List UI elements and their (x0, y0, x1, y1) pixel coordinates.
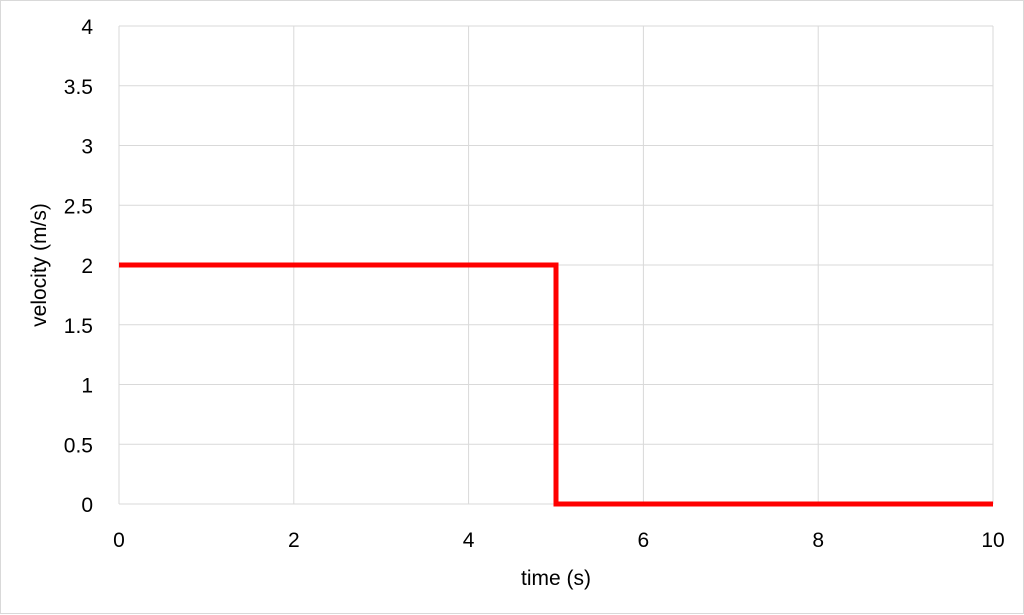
x-tick-label: 10 (981, 529, 1004, 552)
x-tick-label: 6 (638, 529, 650, 552)
y-tick-label: 2 (81, 255, 93, 278)
y-tick-label: 0 (81, 494, 93, 517)
y-tick-label: 1.5 (64, 315, 93, 338)
x-tick-label: 2 (288, 529, 300, 552)
x-axis-label: time (s) (521, 567, 591, 590)
x-tick-label: 4 (463, 529, 475, 552)
y-tick-label: 0.5 (64, 434, 93, 457)
x-tick-label: 8 (812, 529, 824, 552)
y-tick-label: 3.5 (64, 76, 93, 99)
y-axis-label: velocity (m/s) (28, 203, 51, 327)
y-tick-label: 1 (81, 375, 93, 398)
y-tick-label: 2.5 (64, 195, 93, 218)
y-tick-label: 4 (81, 16, 93, 39)
velocity-series-line (119, 262, 993, 507)
y-tick-label: 3 (81, 136, 93, 159)
x-tick-label: 0 (113, 529, 125, 552)
